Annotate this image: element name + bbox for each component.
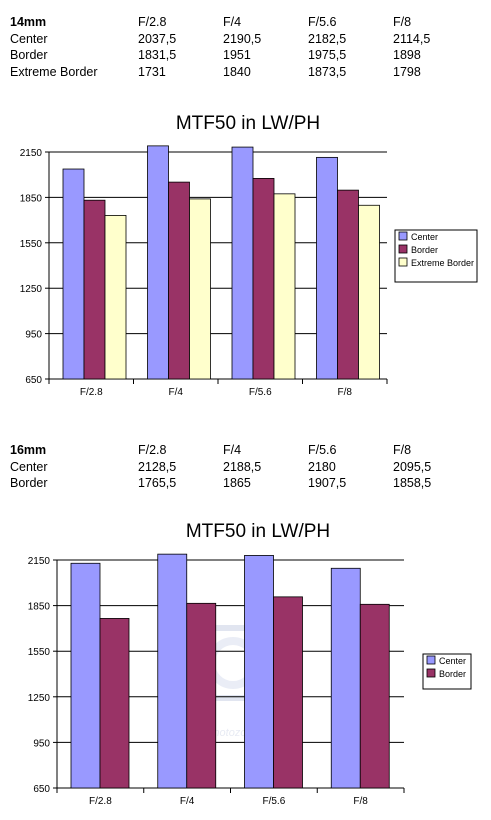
bar-border <box>168 181 190 380</box>
y-tick-label: 1250 <box>28 693 51 704</box>
table-header-cell: F/4 <box>223 15 242 29</box>
table-cell: 2190,5 <box>223 31 262 46</box>
legend-swatch <box>398 244 408 254</box>
legend-label: Extreme Border <box>411 258 474 268</box>
table-cell: 1898 <box>393 48 421 62</box>
table-cell: 2188,5 <box>223 459 262 474</box>
bar-center <box>330 567 361 789</box>
table-cell: 2182,5 <box>308 31 347 46</box>
table-cell: 1873,5 <box>308 64 347 79</box>
mtf50-chart-16mm: MTF50 in LW/PH photozone 650950125015501… <box>28 521 472 807</box>
legend-box <box>394 229 478 283</box>
bar-border <box>252 178 275 380</box>
legend-swatch <box>398 231 408 241</box>
bar-border <box>337 189 359 380</box>
legend-label: Border <box>439 669 466 679</box>
table-header-cell: F/2.8 <box>138 15 167 29</box>
table-cell: Extreme Border <box>10 64 98 79</box>
table-header-cell: F/5.6 <box>308 15 337 29</box>
y-tick-label: 950 <box>33 738 50 749</box>
table-cell: 1858,5 <box>393 476 432 490</box>
y-tick-label: 1550 <box>20 239 43 250</box>
bar-extreme-border <box>273 193 296 380</box>
table-cell: 1798 <box>393 64 421 79</box>
table-header-cell: F/8 <box>393 443 412 457</box>
y-tick-label: 650 <box>33 784 50 795</box>
bar-border <box>273 596 303 789</box>
table-cell: Border <box>10 48 48 62</box>
table-cell: 1951 <box>223 48 251 62</box>
bar-border <box>186 602 217 789</box>
table-cell: 2095,5 <box>393 459 432 474</box>
bar-center <box>62 168 85 380</box>
y-tick-label: 1850 <box>20 193 43 204</box>
table-cell: 1840 <box>223 64 251 79</box>
bar-center <box>70 562 101 789</box>
bar-extreme-border <box>104 215 127 380</box>
bar-center <box>147 145 169 380</box>
bar-border <box>83 199 106 380</box>
table-cell: 1975,5 <box>308 48 347 62</box>
table-header-cell: F/8 <box>393 15 412 29</box>
bar-center <box>231 146 254 380</box>
chart-title: MTF50 in LW/PH <box>186 521 330 542</box>
legend-swatch <box>426 668 436 678</box>
y-tick-label: 2150 <box>20 148 43 159</box>
x-tick-label: F/4 <box>169 387 184 398</box>
mtf50-chart-14mm: MTF50 in LW/PH 650 950 1250 1550 1850 2150 F/2… <box>20 113 478 398</box>
y-tick-label: 650 <box>25 375 42 386</box>
chart-legend: Center Border Extreme Border <box>394 229 478 283</box>
y-tick-label: 1250 <box>20 284 43 295</box>
bar-center <box>244 555 274 789</box>
table-header-cell: F/4 <box>223 443 242 457</box>
x-tick-label: F/4 <box>180 796 195 807</box>
y-tick-label: 950 <box>25 330 42 341</box>
bar-extreme-border <box>189 198 211 380</box>
y-tick-label: 1850 <box>28 602 51 613</box>
table-cell: Border <box>10 476 48 490</box>
table-cell: 2037,5 <box>138 31 177 46</box>
table-header-cell: 16mm <box>10 443 47 457</box>
table-cell: 1865 <box>223 476 251 490</box>
legend-label: Border <box>411 245 438 255</box>
table-cell: 2180 <box>308 459 336 474</box>
table-cell: 1907,5 <box>308 476 347 490</box>
x-tick-label: F/8 <box>338 387 353 398</box>
table-cell: 2128,5 <box>138 459 177 474</box>
y-tick-label: 1550 <box>28 647 51 658</box>
table-header-cell: F/5.6 <box>308 443 337 457</box>
table-cell: 2114,5 <box>393 31 431 46</box>
legend-label: Center <box>439 656 466 666</box>
table-header-cell: 14mm <box>10 15 47 29</box>
x-tick-label: F/5.6 <box>262 796 285 807</box>
bar-border <box>359 603 390 789</box>
bar-center <box>157 553 188 789</box>
y-tick-label: 2150 <box>28 556 51 567</box>
x-tick-label: F/8 <box>353 796 368 807</box>
legend-box <box>422 653 472 690</box>
table-cell: 1765,5 <box>138 476 177 490</box>
chart-legend: Center Border <box>422 653 472 690</box>
legend-label: Center <box>411 232 438 242</box>
table-cell: Center <box>10 31 48 46</box>
table-cell: Center <box>10 459 48 474</box>
table-cell: 1731 <box>138 64 166 79</box>
x-tick-label: F/5.6 <box>249 387 272 398</box>
legend-swatch <box>426 655 436 665</box>
table-header-cell: F/2.8 <box>138 443 167 457</box>
bar-border <box>99 618 130 789</box>
chart-title: MTF50 in LW/PH <box>176 113 320 134</box>
x-tick-label: F/2.8 <box>80 387 103 398</box>
x-tick-label: F/2.8 <box>89 796 112 807</box>
table-cell: 1831,5 <box>138 48 177 62</box>
bar-center <box>316 156 338 380</box>
bar-extreme-border <box>358 204 380 380</box>
legend-swatch <box>398 257 408 267</box>
